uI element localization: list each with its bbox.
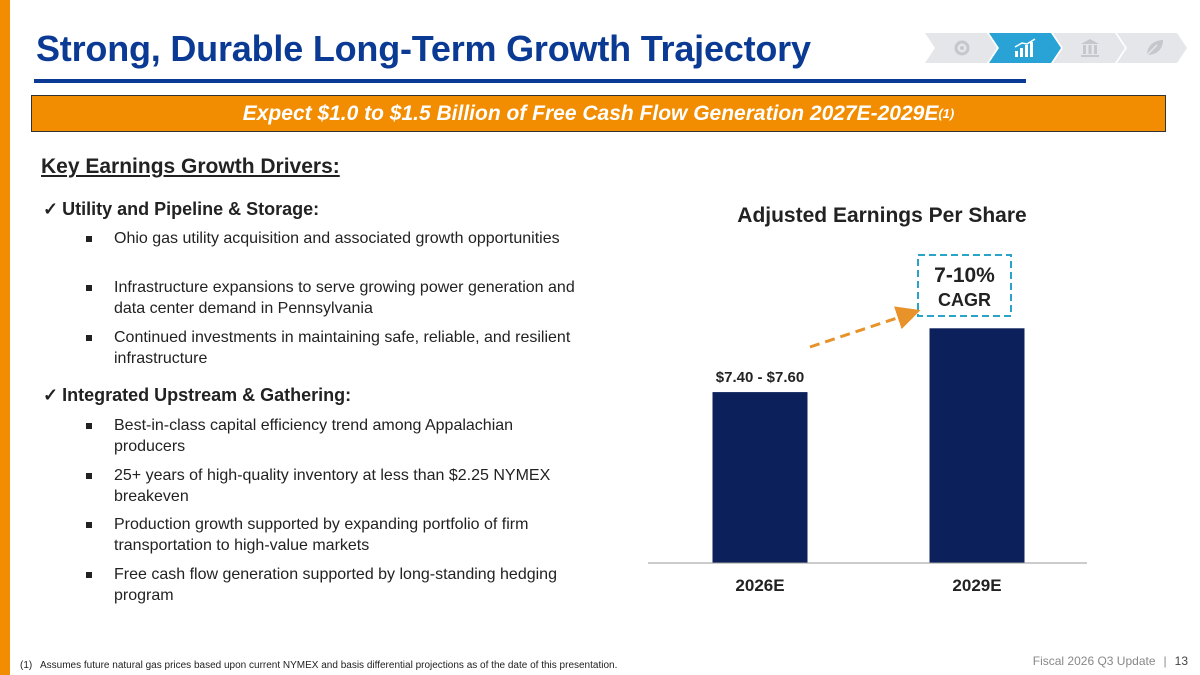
data-label: $7.40 - $7.60 xyxy=(716,369,804,386)
callout-label: CAGR xyxy=(938,290,991,310)
page-title: Strong, Durable Long-Term Growth Traject… xyxy=(36,28,811,69)
section-heading-upstream: ✓ Integrated Upstream & Gathering: xyxy=(43,385,351,406)
growth-arrow xyxy=(809,306,921,349)
callout-percent: 7-10% xyxy=(934,264,995,287)
banner-text: Expect $1.0 to $1.5 Billion of Free Cash… xyxy=(242,101,939,125)
section-navigator xyxy=(925,33,1187,63)
bullet-square-icon xyxy=(86,335,92,341)
gear-icon xyxy=(954,40,970,56)
footnote: (1) Assumes future natural gas prices bas… xyxy=(20,660,617,671)
list-item: 25+ years of high-quality inventory at l… xyxy=(86,465,576,507)
bullet-text: 25+ years of high-quality inventory at l… xyxy=(114,467,551,505)
bar-2029e xyxy=(929,328,1025,563)
nav-step-4[interactable] xyxy=(1117,33,1187,63)
list-item: Infrastructure expansions to serve growi… xyxy=(86,277,576,319)
bullet-square-icon xyxy=(86,423,92,429)
fcf-banner: Expect $1.0 to $1.5 Billion of Free Cash… xyxy=(31,95,1166,132)
bullet-square-icon xyxy=(86,473,92,479)
bullet-text: Production growth supported by expanding… xyxy=(114,516,529,554)
nav-step-1[interactable] xyxy=(925,33,997,63)
list-item: Best-in-class capital efficiency trend a… xyxy=(86,415,576,457)
checkmark-icon: ✓ xyxy=(43,385,59,405)
bank-icon xyxy=(1081,39,1099,57)
bullet-text: Ohio gas utility acquisition and associa… xyxy=(114,230,560,247)
footer-separator: | xyxy=(1163,654,1167,668)
footer-label: Fiscal 2026 Q3 Update xyxy=(1032,654,1156,668)
list-item: Free cash flow generation supported by l… xyxy=(86,564,576,606)
list-item: Continued investments in maintaining saf… xyxy=(86,327,576,369)
list-item: Ohio gas utility acquisition and associa… xyxy=(86,228,576,249)
x-tick-label: 2026E xyxy=(735,576,784,595)
section-heading-text: Utility and Pipeline & Storage: xyxy=(62,199,320,219)
nav-step-2-active[interactable] xyxy=(989,33,1061,63)
callout-box xyxy=(917,254,1012,317)
list-item: Production growth supported by expanding… xyxy=(86,514,576,556)
bullet-square-icon xyxy=(86,285,92,291)
growth-chart-icon xyxy=(1014,38,1036,57)
drivers-heading: Key Earnings Growth Drivers: xyxy=(41,155,340,178)
bullet-text: Free cash flow generation supported by l… xyxy=(114,566,557,604)
nav-step-3[interactable] xyxy=(1053,33,1125,63)
footnote-number: (1) xyxy=(20,660,33,671)
accent-bar xyxy=(0,0,10,675)
footer: Fiscal 2026 Q3 Update | 13 xyxy=(1033,654,1188,668)
x-tick-label: 2029E xyxy=(952,576,1001,595)
checkmark-icon: ✓ xyxy=(43,199,59,219)
eps-chart: Adjusted Earnings Per Share 2026E 2029E $… xyxy=(648,204,1087,595)
bullet-text: Continued investments in maintaining saf… xyxy=(114,329,571,367)
section-heading-text: Integrated Upstream & Gathering: xyxy=(62,385,352,405)
bullet-text: Best-in-class capital efficiency trend a… xyxy=(114,417,514,455)
bullet-square-icon xyxy=(86,522,92,528)
bullet-text: Infrastructure expansions to serve growi… xyxy=(114,279,575,317)
footnote-text: Assumes future natural gas prices based … xyxy=(40,660,618,671)
bullet-square-icon xyxy=(86,572,92,578)
leaf-icon xyxy=(1146,40,1163,56)
title-underline xyxy=(34,79,1026,83)
section-heading-utility: ✓ Utility and Pipeline & Storage: xyxy=(43,199,319,220)
page-number: 13 xyxy=(1174,654,1188,668)
cagr-callout: 7-10% CAGR xyxy=(917,254,1012,317)
bar-2026e xyxy=(712,392,808,563)
bullet-square-icon xyxy=(86,236,92,242)
banner-footnote-ref: (1) xyxy=(938,106,955,121)
chart-title: Adjusted Earnings Per Share xyxy=(737,204,1026,227)
